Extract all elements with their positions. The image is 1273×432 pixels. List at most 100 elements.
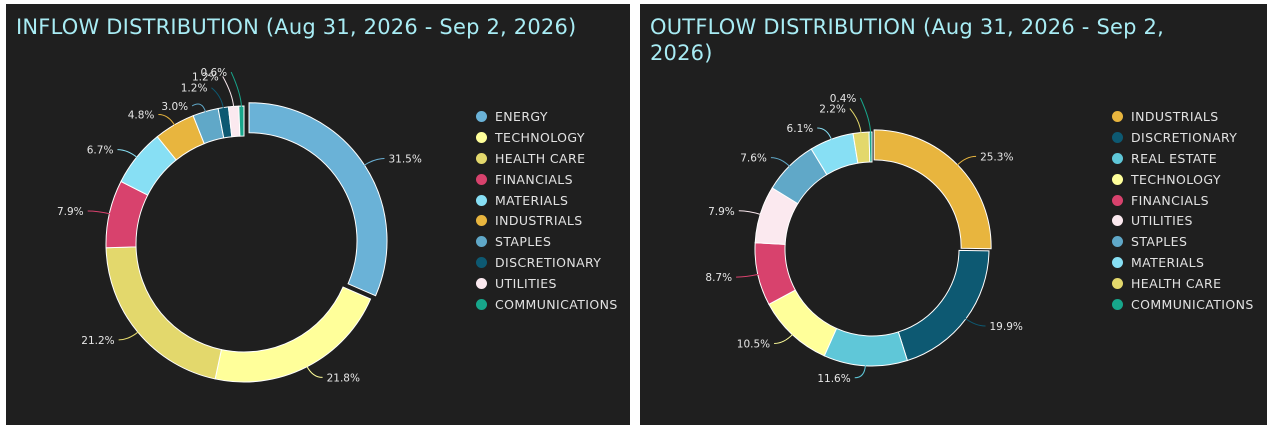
outflow-title: OUTFLOW DISTRIBUTION (Aug 31, 2026 - Sep… (650, 15, 1164, 65)
legend-label: COMMUNICATIONS (495, 296, 618, 312)
data-label-discretionary: 19.9% (990, 321, 1023, 333)
legend-label: COMMUNICATIONS (1131, 296, 1254, 312)
legend-item-utilities[interactable]: UTILITIES (476, 273, 618, 294)
legend-swatch (476, 236, 487, 248)
legend-item-communications[interactable]: COMMUNICATIONS (1112, 294, 1254, 315)
leader-line-real-estate (854, 364, 866, 379)
leader-line-health-care (849, 108, 862, 134)
outflow-panel: OUTFLOW DISTRIBUTION (Aug 31, 2026 - Sep… (640, 4, 1267, 425)
legend-swatch (476, 278, 487, 290)
data-label-utilities: 1.2% (192, 71, 219, 83)
legend-swatch (476, 110, 487, 122)
data-label-financials: 7.9% (57, 206, 84, 218)
leader-line-technology (774, 333, 794, 344)
legend-label: UTILITIES (495, 276, 557, 292)
legend-item-industrials[interactable]: INDUSTRIALS (1112, 106, 1254, 127)
legend-swatch (476, 131, 487, 143)
leader-line-energy (363, 157, 385, 167)
legend-swatch (1112, 298, 1123, 310)
legend-item-discretionary[interactable]: DISCRETIONARY (476, 252, 618, 273)
outflow-donut-chart: 25.3% 19.9% 11.6% 10.5% 8.7% 7.9% 7.6% 6.1% 2.2%… (705, 93, 1023, 385)
legend-label: HEALTH CARE (1131, 276, 1222, 292)
slice-communications[interactable] (238, 105, 245, 137)
legend-item-materials[interactable]: MATERIALS (1112, 252, 1254, 273)
data-label-discretionary: 1.2% (181, 83, 208, 95)
legend-item-health-care[interactable]: HEALTH CARE (1112, 273, 1254, 294)
data-label-financials: 8.7% (705, 272, 732, 284)
legend-label: REAL ESTATE (1131, 150, 1218, 166)
data-label-staples: 7.6% (740, 153, 767, 165)
legend-label: STAPLES (495, 234, 552, 250)
legend-swatch (476, 257, 487, 269)
inflow-donut-chart: 31.5%21.8%21.2%7.9%6.7%4.8%3.0%1.2%1.2%0… (57, 67, 422, 384)
legend-item-discretionary[interactable]: DISCRETIONARY (1112, 127, 1254, 148)
leader-line-financials (87, 210, 111, 215)
legend-item-technology[interactable]: TECHNOLOGY (1112, 169, 1254, 190)
legend-item-utilities[interactable]: UTILITIES (1112, 210, 1254, 231)
legend-label: INDUSTRIALS (1131, 108, 1219, 124)
legend-label: UTILITIES (1131, 213, 1193, 229)
legend-label: DISCRETIONARY (1131, 129, 1238, 145)
legend-swatch (1112, 278, 1123, 290)
legend-item-financials[interactable]: FINANCIALS (1112, 190, 1254, 211)
legend-item-energy[interactable]: ENERGY (476, 106, 618, 127)
data-label-technology: 10.5% (737, 338, 770, 350)
legend-label: MATERIALS (495, 192, 569, 208)
data-label-health-care: 2.2% (819, 104, 846, 116)
data-label-staples: 3.0% (161, 101, 188, 113)
legend-item-health-care[interactable]: HEALTH CARE (476, 148, 618, 169)
leader-line-materials (117, 149, 138, 159)
slice-discretionary[interactable] (897, 249, 990, 362)
legend-swatch (476, 152, 487, 164)
legend-swatch (476, 173, 487, 185)
leader-line-financials (736, 273, 759, 278)
legend-item-industrials[interactable]: INDUSTRIALS (476, 210, 618, 231)
legend-swatch (476, 194, 487, 206)
data-label-communications: 0.6% (200, 67, 227, 79)
slice-health-care[interactable] (105, 246, 223, 380)
data-label-real-estate: 11.6% (817, 373, 850, 385)
inflow-panel: INFLOW DISTRIBUTION (Aug 31, 2026 - Sep … (6, 4, 630, 425)
leader-line-staples (770, 157, 791, 168)
slice-technology[interactable] (214, 286, 372, 383)
leader-line-utilities (222, 76, 235, 108)
data-label-technology: 21.8% (327, 372, 360, 384)
legend-label: MATERIALS (1131, 255, 1205, 271)
legend-label: ENERGY (495, 108, 548, 124)
legend-label: TECHNOLOGY (495, 129, 585, 145)
legend-item-staples[interactable]: STAPLES (1112, 231, 1254, 252)
data-label-utilities: 7.9% (708, 206, 735, 218)
leader-line-health-care (118, 331, 139, 341)
leader-line-communications (230, 71, 242, 108)
legend-label: TECHNOLOGY (1131, 171, 1221, 187)
legend-label: INDUSTRIALS (495, 213, 583, 229)
legend-swatch (1112, 110, 1123, 122)
legend-swatch (1112, 131, 1123, 143)
legend-label: STAPLES (1131, 234, 1188, 250)
legend-swatch (476, 215, 487, 227)
slice-industrials[interactable] (873, 129, 992, 250)
legend-swatch (476, 298, 487, 310)
legend-label: FINANCIALS (495, 171, 573, 187)
legend-item-technology[interactable]: TECHNOLOGY (476, 127, 618, 148)
slice-real-estate[interactable] (823, 327, 909, 367)
leader-line-discretionary (964, 317, 986, 327)
legend-swatch (1112, 257, 1123, 269)
legend-item-communications[interactable]: COMMUNICATIONS (476, 294, 618, 315)
data-label-industrials: 4.8% (128, 109, 155, 121)
legend-label: FINANCIALS (1131, 192, 1209, 208)
slice-energy[interactable] (248, 102, 388, 297)
leader-line-utilities (738, 210, 762, 216)
legend-item-materials[interactable]: MATERIALS (476, 190, 618, 211)
legend-item-financials[interactable]: FINANCIALS (476, 169, 618, 190)
legend-swatch (1112, 236, 1123, 248)
leader-line-industrials (158, 113, 176, 126)
slice-technology[interactable] (768, 289, 838, 357)
legend-label: DISCRETIONARY (495, 255, 602, 271)
leader-line-materials (817, 127, 833, 141)
legend-swatch (1112, 215, 1123, 227)
slice-communications[interactable] (868, 131, 873, 163)
legend-item-real-estate[interactable]: REAL ESTATE (1112, 148, 1254, 169)
legend-item-staples[interactable]: STAPLES (476, 231, 618, 252)
data-label-industrials: 25.3% (980, 151, 1013, 163)
